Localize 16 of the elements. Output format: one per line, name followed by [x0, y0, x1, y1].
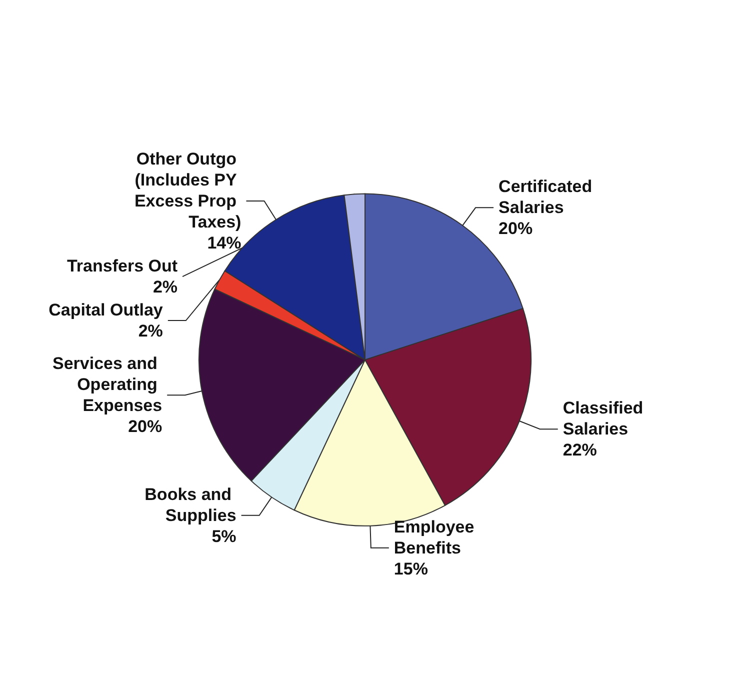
- data-label: 5%: [212, 526, 236, 546]
- slice-label: Services and Operating Expenses: [52, 354, 162, 416]
- data-label: 2%: [152, 278, 178, 297]
- slice-label: Transfers Out: [66, 256, 178, 276]
- slice-label: Other Outgo (Includes PY Excess Prop Taxes): [134, 150, 242, 232]
- data-label: 22%: [562, 440, 597, 460]
- slice-label: Capital Outlay: [48, 300, 164, 320]
- data-label: 20%: [498, 219, 533, 238]
- data-label: 2%: [138, 322, 163, 341]
- data-label: 14%: [207, 234, 242, 253]
- slice-label: Employee Benefits: [394, 517, 479, 558]
- data-label: 20%: [128, 417, 162, 436]
- data-label: 15%: [394, 559, 428, 578]
- slice-label: Classified Salaries: [562, 398, 648, 439]
- slice-label: Certificated Salaries: [498, 177, 597, 218]
- slice-label: Books and Supplies: [144, 484, 236, 525]
